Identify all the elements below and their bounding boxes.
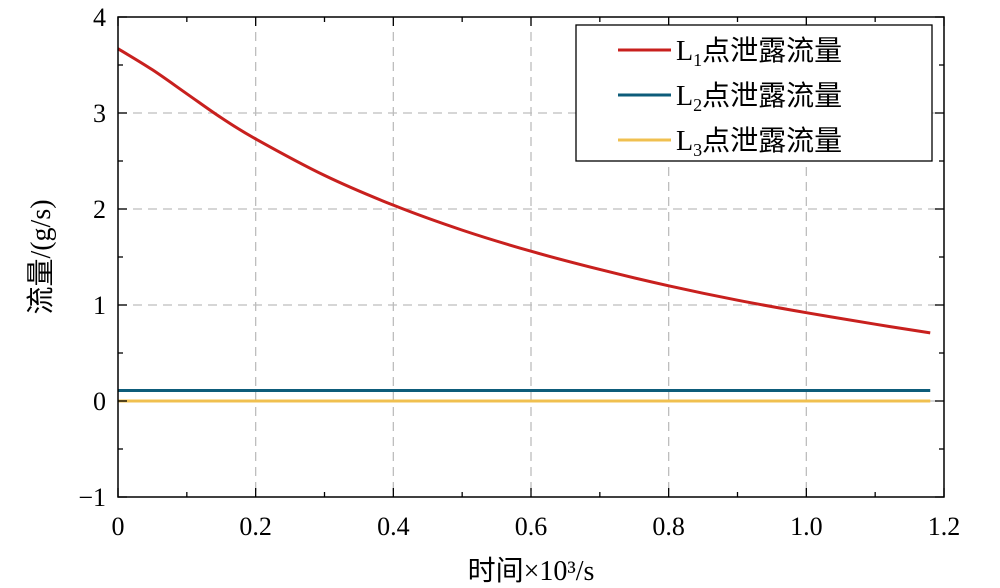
x-axis-label: 时间×10³/s — [468, 555, 595, 587]
y-tick-label: 2 — [93, 195, 106, 224]
x-tick-label: 0.2 — [239, 512, 272, 541]
tick-marks — [117, 16, 945, 498]
x-tick-label: 0.4 — [377, 512, 410, 541]
y-tick-label: 0 — [93, 387, 106, 416]
legend: L1点泄露流量 L2点泄露流量 L3点泄露流量 — [575, 24, 933, 162]
x-tick-label: 0.8 — [652, 512, 685, 541]
y-tick-labels: −1 0 1 2 3 4 — [78, 3, 106, 512]
y-tick-label: 1 — [93, 291, 106, 320]
x-tick-labels: 0 0.2 0.4 0.6 0.8 1.0 1.2 — [112, 512, 961, 541]
x-tick-label: 1.0 — [790, 512, 823, 541]
legend-label-1: L1点泄露流量 — [676, 35, 842, 70]
y-tick-label: 3 — [93, 99, 106, 128]
x-tick-label: 0.6 — [515, 512, 548, 541]
x-tick-label: 0 — [112, 512, 125, 541]
y-tick-label: −1 — [78, 483, 106, 512]
series-lines — [117, 47, 931, 403]
series-line-1 — [117, 47, 931, 335]
legend-box — [575, 24, 933, 162]
legend-label-3: L3点泄露流量 — [676, 125, 842, 160]
y-axis-label: 流量/(g/s) — [25, 199, 57, 314]
x-tick-label: 1.2 — [928, 512, 961, 541]
legend-label-2: L2点泄露流量 — [676, 80, 842, 115]
y-tick-label: 4 — [93, 3, 106, 32]
